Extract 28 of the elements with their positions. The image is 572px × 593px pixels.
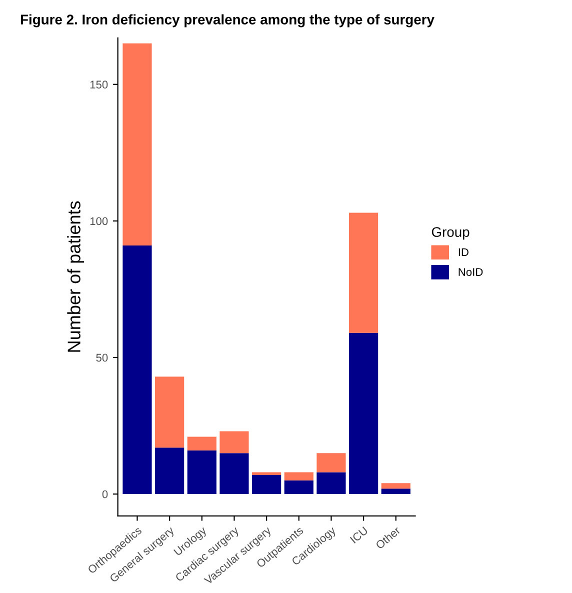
bar <box>252 474 282 494</box>
bar <box>348 212 378 333</box>
legend-label: NoID <box>458 268 483 276</box>
y-tick-label: 100 <box>90 217 108 226</box>
bar <box>316 472 346 494</box>
bar <box>381 483 410 489</box>
bar <box>252 472 282 475</box>
bar <box>220 431 249 454</box>
bar <box>187 450 216 494</box>
y-tick-label: 0 <box>102 490 108 498</box>
chart-title: Figure 2. Iron deficiency prevalence among the type of surgery <box>20 14 434 28</box>
bar <box>284 472 314 480</box>
bar <box>381 488 410 494</box>
bar <box>220 453 249 494</box>
bar <box>284 480 314 494</box>
bar <box>348 332 378 494</box>
x-tick-label: ICU <box>350 526 368 544</box>
bar <box>155 448 184 494</box>
bar <box>122 246 152 494</box>
bar <box>316 453 346 472</box>
bar <box>187 436 216 450</box>
bar <box>155 376 184 448</box>
y-tick-label: 150 <box>90 80 108 89</box>
legend-title: Group <box>432 227 470 240</box>
legend-label: ID <box>458 248 468 256</box>
y-axis-title: Number of patients <box>67 201 84 352</box>
bar <box>122 43 152 246</box>
y-tick-label: 50 <box>96 354 108 362</box>
